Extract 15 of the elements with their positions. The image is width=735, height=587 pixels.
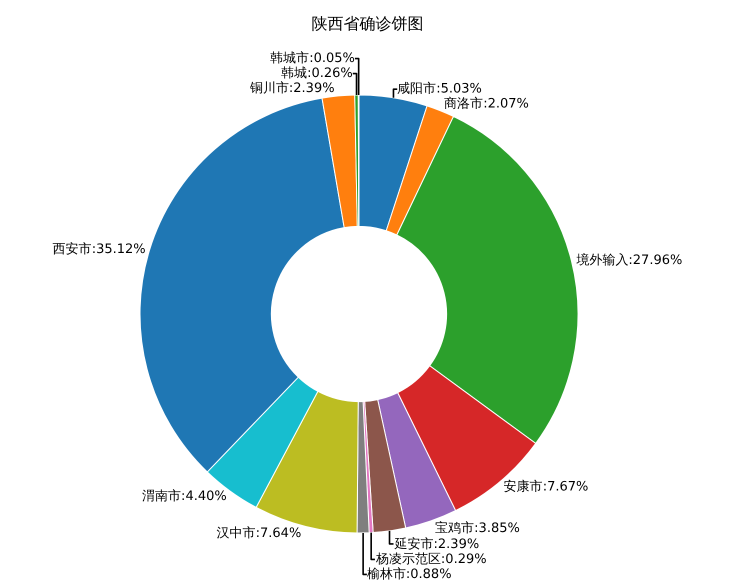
chart-title: 陕西省确诊饼图 bbox=[312, 14, 424, 33]
slice-label: 延安市:2.39% bbox=[394, 536, 480, 552]
slice-label: 杨凌示范区:0.29% bbox=[374, 552, 487, 567]
slice-label: 西安市:35.12% bbox=[52, 241, 146, 258]
slice-label: 渭南市:4.40% bbox=[142, 488, 227, 504]
slice-label: 境外输入:27.96% bbox=[575, 252, 682, 268]
slice-label: 咸阳市:5.03% bbox=[397, 82, 482, 97]
slice-label: 韩城市:0.05% bbox=[270, 51, 355, 66]
slice-label: 铜川市:2.39% bbox=[248, 81, 335, 96]
slice-label: 安康市:7.67% bbox=[504, 478, 588, 495]
slice-label: 韩城:0.26% bbox=[281, 66, 353, 82]
slice-label: 商洛市:2.07% bbox=[444, 96, 529, 112]
slice-label: 榆林市:0.88% bbox=[366, 566, 452, 582]
slice-label: 宝鸡市:3.85% bbox=[435, 520, 520, 536]
slice-label: 汉中市:7.64% bbox=[216, 526, 302, 541]
